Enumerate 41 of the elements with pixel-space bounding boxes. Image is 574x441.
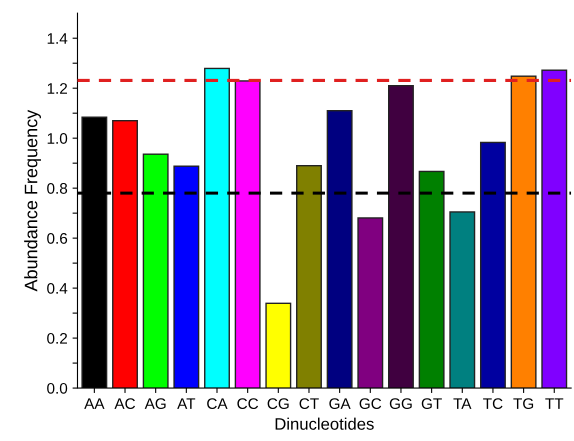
y-tick-label: 0.8: [47, 183, 68, 194]
x-tick-label: AG: [144, 398, 166, 410]
bar: [418, 170, 445, 388]
x-tick-label: GA: [329, 398, 351, 410]
bar: [234, 80, 261, 388]
x-tick-label: AC: [114, 398, 136, 410]
x-axis-title: Dinucleotides: [276, 418, 374, 430]
x-tick-label: AT: [177, 398, 196, 409]
y-tick-label: 0.2: [47, 332, 68, 344]
bar: [357, 217, 384, 388]
bar: [112, 120, 138, 388]
x-tick-label: GC: [360, 398, 382, 410]
bar: [449, 211, 476, 388]
x-tick-label: GG: [390, 398, 412, 410]
text: 0.0: [47, 382, 68, 394]
bar: [541, 70, 568, 388]
x-tick-label: AA: [84, 398, 105, 409]
bar: [142, 153, 169, 388]
y-axis-title: Abundance Frequency: [24, 110, 41, 292]
bar: [326, 110, 353, 388]
bar: [480, 142, 506, 388]
x-tick-label: GT: [422, 398, 442, 410]
x-tick-label: TG: [513, 398, 534, 410]
bar: [173, 165, 200, 388]
y-tick-label: 1.2: [48, 83, 68, 94]
y-tick-label: 0.4: [47, 282, 68, 294]
x-tick-label: TC: [483, 398, 503, 410]
x-tick-label: CG: [268, 398, 289, 410]
y-tick-label: 0.6: [47, 233, 68, 244]
y-tick-label: 1.0: [48, 133, 68, 144]
bar: [510, 76, 537, 388]
x-tick-label: TT: [545, 398, 564, 409]
x-tick-label: CC: [237, 398, 258, 410]
bar: [296, 164, 322, 388]
x-tick-label: TA: [453, 398, 472, 409]
bar: [388, 85, 414, 388]
bar: [204, 68, 230, 388]
x-tick-label: CA: [207, 398, 228, 410]
y-tick-label: 1.4: [48, 33, 68, 44]
x-tick-label: CT: [300, 398, 319, 410]
bar: [265, 302, 292, 388]
